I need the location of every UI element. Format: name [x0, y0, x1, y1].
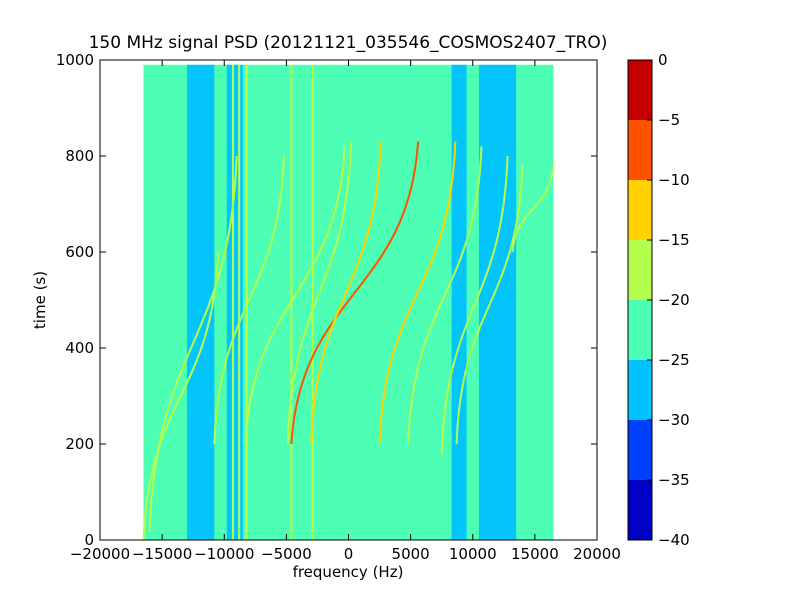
- colorbar-tick-label: −5: [658, 111, 680, 129]
- y-tick-label: 200: [65, 435, 94, 453]
- colorbar-segment: [628, 240, 652, 300]
- doppler-track: [148, 155, 238, 531]
- y-tick-label: 400: [65, 339, 94, 357]
- colorbar-segment: [628, 120, 652, 180]
- colorbar-segment: [628, 180, 652, 240]
- y-axis-label: time (s): [31, 271, 49, 329]
- colorbar-segment: [628, 60, 652, 120]
- colorbar: −40 −35 −30 −25 −20 −15 −10 −5 0: [627, 51, 690, 549]
- y-tick-label: 800: [65, 147, 94, 165]
- colorbar-axis: −40 −35 −30 −25 −20 −15 −10 −5 0: [647, 51, 690, 549]
- x-tick-label: 5000: [392, 545, 430, 563]
- heatmap-band: [451, 64, 467, 540]
- y-tick-label: 0: [84, 531, 94, 549]
- doppler-track: [213, 155, 285, 445]
- x-axis: −20000 −15000 −10000 −5000 0 5000 10000 15000 20…: [70, 60, 621, 563]
- x-tick-label: −5000: [261, 545, 312, 563]
- heatmap-band: [226, 64, 243, 540]
- colorbar-tick-label: −30: [658, 411, 690, 429]
- x-tick-label: 10000: [449, 545, 497, 563]
- doppler-track: [455, 165, 524, 445]
- x-tick-label: 15000: [511, 545, 559, 563]
- chart-title: 150 MHz signal PSD (20121121_035546_COSM…: [89, 33, 608, 53]
- y-tick-label: 1000: [56, 51, 94, 69]
- x-tick-label: 0: [344, 545, 354, 563]
- plot-area: −20000 −15000 −10000 −5000 0 5000 10000 15000 20…: [56, 51, 621, 563]
- heatmap-band: [478, 64, 517, 540]
- y-tick-label: 600: [65, 243, 94, 261]
- doppler-track: [511, 165, 555, 253]
- y-axis: 0 200 400 600 800 1000: [56, 51, 597, 549]
- doppler-track: [244, 146, 346, 445]
- x-tick-label: −15000: [132, 545, 192, 563]
- colorbar-tick-label: −40: [658, 531, 690, 549]
- x-tick-label: −10000: [194, 545, 254, 563]
- colorbar-segments: [628, 60, 652, 540]
- colorbar-segment: [628, 300, 652, 360]
- heatmap-layer: [142, 64, 555, 540]
- colorbar-segment: [628, 420, 652, 480]
- colorbar-tick-label: −20: [658, 291, 690, 309]
- doppler-track: [290, 141, 420, 445]
- doppler-track: [440, 155, 509, 454]
- doppler-track: [378, 141, 457, 445]
- x-tick-label: 20000: [573, 545, 621, 563]
- colorbar-segment: [628, 360, 652, 420]
- colorbar-tick-label: −10: [658, 171, 690, 189]
- doppler-track: [407, 146, 483, 445]
- colorbar-tick-label: 0: [658, 51, 668, 69]
- x-axis-label: frequency (Hz): [293, 563, 404, 581]
- colorbar-tick-label: −15: [658, 231, 690, 249]
- colorbar-tick-label: −25: [658, 351, 690, 369]
- doppler-track: [142, 251, 220, 540]
- doppler-track: [286, 141, 352, 445]
- x-tick-label: −20000: [70, 545, 130, 563]
- doppler-track: [310, 141, 382, 445]
- colorbar-tick-label: −35: [658, 471, 690, 489]
- colorbar-segment: [628, 480, 652, 540]
